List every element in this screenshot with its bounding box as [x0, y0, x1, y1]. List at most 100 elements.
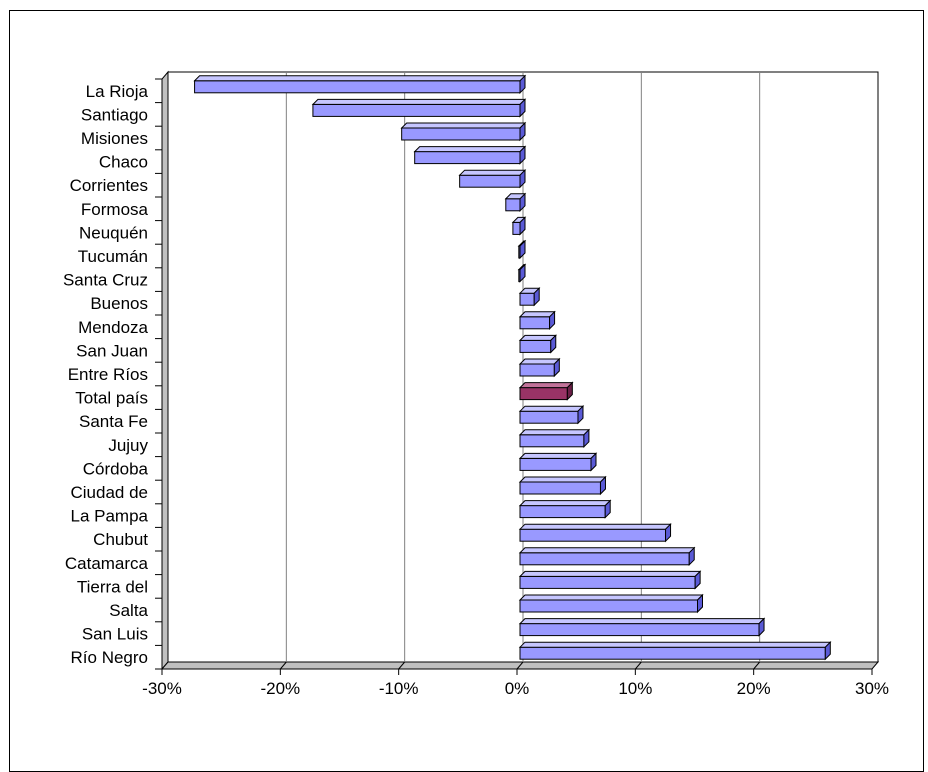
bar-side-Total país: [566, 381, 573, 401]
y-tick-label: Santa Cruz: [63, 271, 148, 290]
bar-top-La Rioja: [193, 75, 527, 82]
bar-side-Entre Ríos: [553, 357, 560, 378]
bar-side-Misiones: [519, 121, 526, 142]
x-tick-label: 30%: [855, 679, 889, 698]
y-tick-label: Salta: [109, 601, 148, 620]
bar-Entre Ríos: [519, 363, 555, 377]
bar-side-La Rioja: [519, 74, 526, 95]
y-tick-label: Buenos: [90, 294, 148, 313]
bar-top-Salta: [518, 594, 704, 601]
bar-top-San Juan: [518, 334, 557, 341]
bar-top-Misiones: [400, 122, 527, 129]
gridline-floor: [398, 661, 406, 670]
y-tick-label: Mendoza: [78, 318, 148, 337]
bar-Mendoza: [519, 316, 551, 330]
gridline-floor: [634, 661, 642, 670]
bar-San Juan: [519, 339, 552, 353]
y-tick-label: Misiones: [81, 129, 148, 148]
y-tick-label: San Luis: [82, 625, 148, 644]
y-tick-label: Santiago: [81, 105, 148, 124]
bar-La Rioja: [194, 80, 521, 94]
gridline-floor: [516, 661, 524, 670]
bar-side-Salta: [697, 593, 703, 614]
y-tick-label: Corrientes: [70, 176, 148, 195]
bar-top-San Luis: [518, 618, 766, 625]
bar-Formosa: [505, 198, 521, 212]
bar-top-La Pampa: [518, 500, 612, 507]
bar-top-Catamarca: [518, 547, 696, 554]
bar-side-Tucumán: [519, 239, 526, 260]
bar-side-Ciudad de: [599, 475, 606, 496]
bar-top-Río Negro: [518, 641, 832, 648]
x-tick-label: -20%: [260, 679, 300, 698]
bar-Salta: [519, 599, 698, 613]
bar-side-Chaco: [519, 145, 526, 165]
bar-Corrientes: [459, 174, 521, 188]
bar-side-Neuquén: [519, 216, 526, 236]
bar-top-Tierra del: [518, 570, 702, 577]
bar-side-San Luis: [758, 617, 765, 637]
bar-top-Corrientes: [458, 169, 527, 176]
bar-Santa Fe: [519, 410, 579, 424]
plot-side-wall: [161, 70, 169, 671]
bar-side-Santa Cruz: [519, 263, 526, 283]
bar-side-Catamarca: [688, 546, 695, 567]
bar-Córdoba: [519, 457, 592, 471]
y-tick-label: Neuquén: [79, 223, 148, 242]
y-tick-label: La Rioja: [86, 82, 149, 101]
y-tick-label: Entre Ríos: [68, 365, 148, 384]
bar-Río Negro: [519, 646, 826, 660]
bar-Chaco: [414, 151, 521, 165]
bar-top-Ciudad de: [518, 476, 607, 483]
x-tick-label: -30%: [142, 679, 182, 698]
bar-San Luis: [519, 623, 760, 637]
bar-Catamarca: [519, 552, 690, 566]
bar-top-Santa Fe: [518, 405, 585, 412]
y-tick-label: Río Negro: [71, 648, 148, 667]
bar-side-Corrientes: [519, 168, 526, 189]
bar-side-Río Negro: [824, 640, 831, 661]
bar-side-Tierra del: [694, 570, 701, 590]
y-tick-label: Tierra del: [77, 577, 148, 596]
y-tick-label: Santa Fe: [79, 412, 148, 431]
bar-top-Mendoza: [518, 311, 556, 318]
bar-Santiago: [312, 103, 521, 117]
y-tick-label: Córdoba: [83, 459, 149, 478]
bar-La Pampa: [519, 505, 606, 519]
y-tick-label: Chubut: [93, 530, 148, 549]
bar-side-Formosa: [519, 192, 526, 213]
bar-side-Santa Fe: [577, 404, 584, 425]
y-tick-label: Tucumán: [78, 247, 148, 266]
y-tick-label: Total país: [75, 389, 148, 408]
bar-Ciudad de: [519, 481, 601, 495]
bar-side-Jujuy: [583, 428, 590, 449]
gridline-floor: [279, 661, 287, 670]
x-tick-label: 20%: [737, 679, 771, 698]
bar-side-Mendoza: [549, 310, 556, 331]
x-tick-label: 0%: [505, 679, 530, 698]
bar-side-San Juan: [550, 334, 557, 354]
bar-Buenos: [519, 292, 535, 306]
bar-top-Entre Ríos: [518, 358, 561, 365]
bar-Jujuy: [519, 434, 585, 448]
x-tick-label: 10%: [618, 679, 652, 698]
bar-top-Córdoba: [518, 452, 598, 459]
bar-Tierra del: [519, 575, 696, 589]
bar-Misiones: [401, 127, 521, 141]
bar-Neuquén: [512, 221, 521, 235]
bar-side-Buenos: [533, 286, 540, 307]
bar-Chubut: [519, 528, 667, 542]
y-tick-label: Catamarca: [65, 554, 149, 573]
bar-top-Jujuy: [518, 429, 591, 436]
y-tick-label: San Juan: [76, 341, 148, 360]
bar-side-Chubut: [665, 522, 672, 543]
x-tick-label: -10%: [379, 679, 419, 698]
y-tick-label: Chaco: [99, 153, 148, 172]
y-tick-label: La Pampa: [71, 507, 149, 526]
bar-top-Chubut: [518, 523, 672, 530]
bar-chart: La Rioja Santiago Misiones Chaco Corrientes F…: [63, 70, 889, 698]
bar-top-Santiago: [311, 98, 527, 105]
bar-top-Total país: [518, 382, 574, 389]
bar-side-Santiago: [519, 98, 526, 118]
bar-side-Córdoba: [590, 452, 597, 472]
